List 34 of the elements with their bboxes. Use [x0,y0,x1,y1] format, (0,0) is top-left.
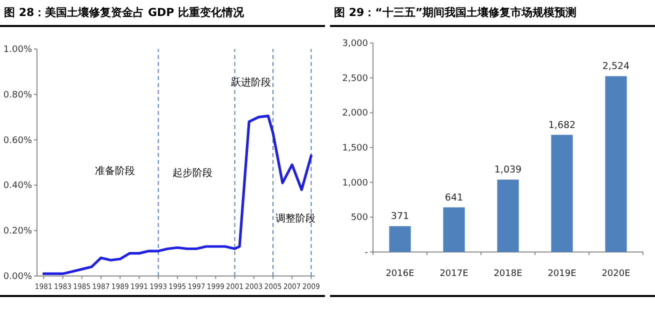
y-tick-label: 2,000 [342,108,368,119]
y-tick-label: 0.00% [3,272,32,282]
y-tick-label: - [364,248,368,258]
y-tick-label: 3,000 [342,39,368,49]
chart-title: 图 28：美国土壤修复资金占 GDP 比重变化情况 [4,6,246,19]
chart-title: 图 29：“十三五”期间我国土壤修复市场规模预测 [334,6,577,19]
annotation: 起步阶段 [172,167,213,180]
x-tick-label: 2019E [548,269,577,279]
y-tick-label: 0.20% [3,226,32,237]
x-tick-label: 2017E [440,269,469,279]
bar [389,226,411,252]
x-tick-label: 2018E [494,269,523,279]
bar [605,76,627,252]
data-label: 1,039 [494,164,522,176]
y-tick-label: 1,000 [342,178,368,188]
y-tick-label: 2,500 [342,74,368,84]
annotation: 跃进阶段 [231,76,272,88]
x-tick-label: 2016E [386,269,415,279]
y-tick-label: 1.00% [3,45,32,55]
data-label: 1,682 [548,120,576,131]
annotation: 准备阶段 [94,164,135,177]
bar [551,134,573,252]
y-tick-label: 0.40% [3,181,32,192]
data-label: 371 [390,211,410,222]
x-tick-label: 2020E [602,269,631,279]
data-label: 641 [444,192,464,204]
y-tick-label: 1,500 [342,144,368,154]
bar [443,207,465,252]
annotation: 调整阶段 [276,212,316,225]
y-tick-label: 500 [350,213,368,224]
y-tick-label: 0.80% [3,90,32,100]
data-label: 2,524 [602,61,630,72]
bar [497,180,519,252]
y-tick-label: 0.60% [3,136,32,146]
